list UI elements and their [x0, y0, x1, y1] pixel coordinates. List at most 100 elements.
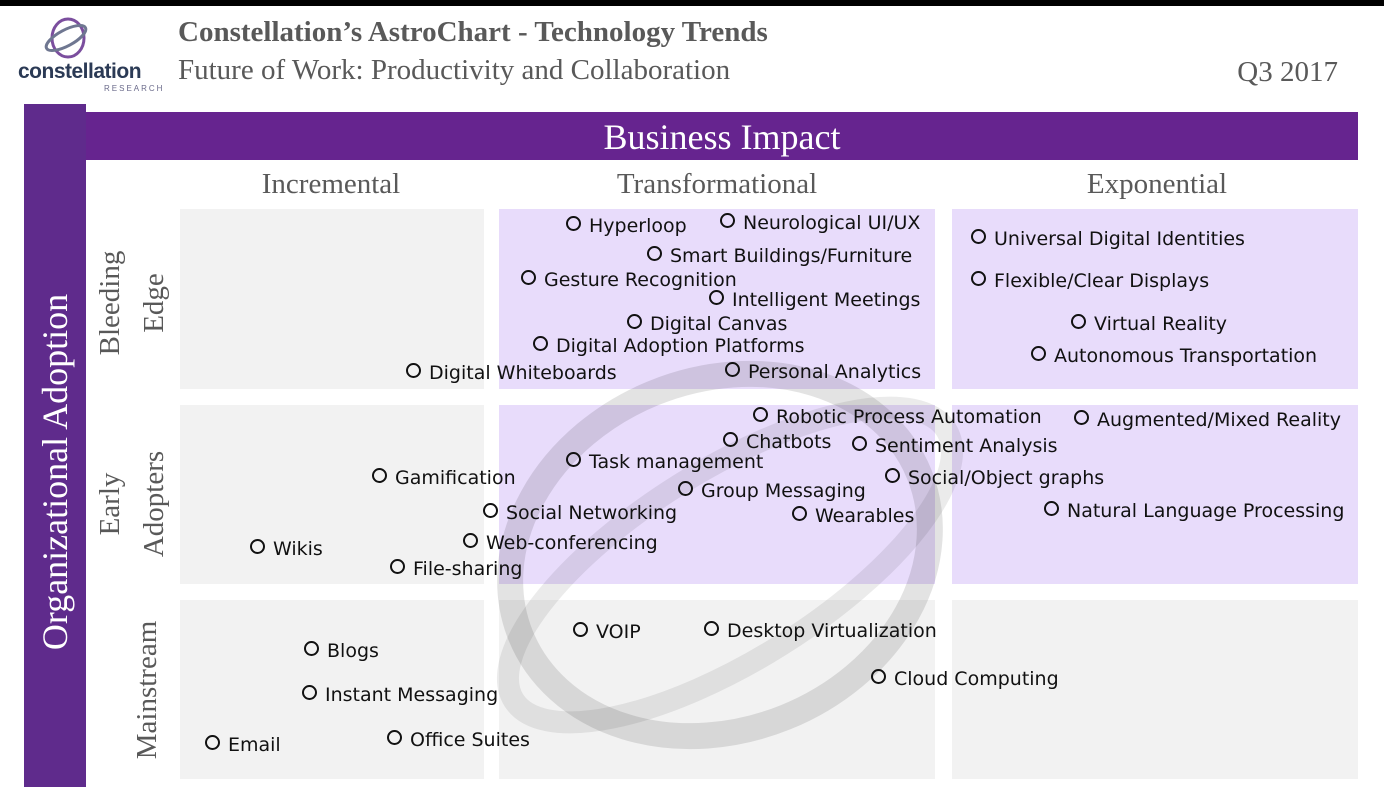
trend-label: Digital Whiteboards [429, 362, 617, 384]
trend-item: Blogs [304, 640, 379, 662]
circle-marker-icon [533, 336, 548, 351]
trend-label: Wikis [273, 538, 323, 560]
logo-subtext: RESEARCH [104, 84, 165, 93]
trend-item: VOIP [573, 621, 641, 643]
trend-label: Cloud Computing [894, 668, 1059, 690]
column-header-transformational: Transformational [616, 168, 818, 200]
trend-item: Hyperloop [566, 215, 687, 237]
trend-label: Universal Digital Identities [994, 228, 1245, 250]
circle-marker-icon [720, 213, 735, 228]
trend-label: Gamification [395, 467, 516, 489]
circle-marker-icon [483, 503, 498, 518]
row-header-bleeding-edge: Bleeding Edge [94, 250, 170, 356]
circle-marker-icon [627, 314, 642, 329]
circle-marker-icon [725, 362, 740, 377]
trend-label: Autonomous Transportation [1054, 345, 1318, 367]
trend-label: Chatbots [746, 431, 832, 453]
trend-item: Desktop Virtualization [704, 620, 937, 642]
circle-marker-icon [792, 506, 807, 521]
page-subtitle: Future of Work: Productivity and Collabo… [178, 54, 731, 86]
circle-marker-icon [1071, 314, 1086, 329]
trend-label: Digital Adoption Platforms [556, 335, 805, 357]
trend-label: Task management [589, 451, 764, 473]
trend-item: Wikis [250, 538, 323, 560]
circle-marker-icon [871, 669, 886, 684]
trend-label: Instant Messaging [325, 684, 499, 706]
cell-exponential-early-adopters [952, 405, 1358, 584]
circle-marker-icon [885, 468, 900, 483]
trend-item: Personal Analytics [725, 361, 921, 383]
trend-label: Intelligent Meetings [732, 289, 921, 311]
circle-marker-icon [971, 271, 986, 286]
circle-marker-icon [704, 621, 719, 636]
trend-item: Group Messaging [678, 480, 866, 502]
trend-label: Digital Canvas [650, 313, 788, 335]
circle-marker-icon [390, 559, 405, 574]
trend-label: Personal Analytics [748, 361, 922, 383]
trend-item: Wearables [792, 505, 914, 527]
trend-label: File-sharing [413, 558, 523, 580]
trend-item: File-sharing [390, 558, 522, 580]
trend-label: Hyperloop [589, 215, 687, 237]
trend-item: Virtual Reality [1071, 313, 1227, 335]
x-axis-band: Business Impact [86, 112, 1358, 160]
trend-item: Robotic Process Automation [753, 406, 1042, 428]
trend-label: Virtual Reality [1094, 313, 1228, 335]
trend-item: Digital Adoption Platforms [533, 335, 805, 357]
circle-marker-icon [463, 533, 478, 548]
circle-marker-icon [753, 407, 768, 422]
trend-label: Sentiment Analysis [875, 435, 1058, 457]
row-header-mainstream: Mainstream [131, 620, 163, 760]
trend-item: Social/Object graphs [885, 467, 1104, 489]
circle-marker-icon [566, 216, 581, 231]
trend-item: Web-conferencing [463, 532, 658, 554]
cell-exponential-mainstream [952, 600, 1358, 779]
trend-label: Wearables [815, 505, 915, 527]
trend-label: Neurological UI/UX [743, 212, 921, 234]
trend-item: Office Suites [387, 729, 530, 751]
circle-marker-icon [1044, 501, 1059, 516]
circle-marker-icon [205, 735, 220, 750]
circle-marker-icon [521, 270, 536, 285]
y-axis-band [24, 104, 86, 787]
circle-marker-icon [302, 685, 317, 700]
trend-item: Instant Messaging [302, 684, 498, 706]
trend-item: Gamification [372, 467, 516, 489]
trend-label: Blogs [327, 640, 379, 662]
x-axis-label: Business Impact [603, 117, 841, 157]
trend-label: Flexible/Clear Displays [994, 270, 1210, 292]
trend-label: Gesture Recognition [544, 269, 737, 291]
trend-item: Social Networking [483, 502, 677, 524]
column-header-incremental: Incremental [261, 168, 401, 200]
circle-marker-icon [566, 452, 581, 467]
trend-item: Flexible/Clear Displays [971, 270, 1209, 292]
trend-item: Neurological UI/UX [720, 212, 920, 234]
period-label: Q3 2017 [1237, 56, 1338, 88]
page-title: Constellation’s AstroChart - Technology … [178, 16, 768, 48]
circle-marker-icon [1031, 346, 1046, 361]
trend-label: Augmented/Mixed Reality [1097, 409, 1341, 431]
cell-transformational-early-adopters [499, 405, 935, 584]
constellation-logo: constellation RESEARCH [18, 14, 162, 94]
trend-label: Office Suites [410, 729, 530, 751]
trend-item: Digital Whiteboards [406, 362, 617, 384]
trend-item: Task management [566, 451, 763, 473]
trend-label: Email [228, 734, 281, 756]
circle-marker-icon [406, 363, 421, 378]
circle-marker-icon [852, 436, 867, 451]
trend-item: Email [205, 734, 281, 756]
circle-marker-icon [678, 481, 693, 496]
circle-marker-icon [709, 290, 724, 305]
trend-item: Gesture Recognition [521, 269, 737, 291]
trend-label: Social/Object graphs [908, 467, 1105, 489]
column-header-exponential: Exponential [1086, 168, 1228, 200]
trend-label: Social Networking [506, 502, 678, 524]
trend-item: Intelligent Meetings [709, 289, 920, 311]
top-rule [0, 0, 1384, 6]
y-axis-label: Organizational Adoption [35, 293, 75, 651]
circle-marker-icon [372, 468, 387, 483]
trend-item: Sentiment Analysis [852, 435, 1058, 457]
trend-label: Natural Language Processing [1067, 500, 1345, 522]
logo-wordmark: constellation [18, 60, 142, 83]
trend-item: Cloud Computing [871, 668, 1059, 690]
